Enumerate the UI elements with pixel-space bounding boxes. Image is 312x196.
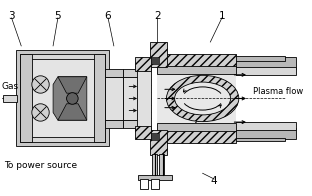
Bar — [153, 154, 157, 178]
Bar — [140, 179, 148, 189]
Bar — [149, 42, 167, 67]
Bar — [157, 66, 236, 131]
Polygon shape — [58, 77, 87, 93]
Circle shape — [32, 76, 49, 93]
Text: 5: 5 — [55, 11, 61, 21]
Bar — [157, 66, 236, 74]
Bar — [124, 120, 137, 128]
Text: Plasma flow: Plasma flow — [253, 87, 303, 96]
Bar — [227, 138, 285, 142]
Polygon shape — [307, 64, 312, 133]
Bar — [20, 54, 105, 142]
Polygon shape — [105, 77, 124, 120]
Bar — [135, 126, 150, 140]
Ellipse shape — [175, 82, 231, 115]
Polygon shape — [58, 104, 87, 120]
Bar — [20, 54, 32, 142]
Bar — [3, 95, 17, 102]
Bar — [124, 69, 137, 77]
Bar — [138, 175, 172, 180]
Bar — [152, 179, 159, 189]
Text: 6: 6 — [105, 11, 111, 21]
Bar — [94, 54, 105, 142]
Bar — [135, 57, 150, 71]
Bar — [159, 154, 164, 178]
Text: 3: 3 — [8, 11, 15, 21]
Bar — [227, 122, 296, 130]
Bar — [227, 67, 296, 75]
Text: $B_{\varphi}$: $B_{\varphi}$ — [175, 105, 187, 118]
Bar — [26, 59, 100, 137]
Bar — [17, 50, 109, 146]
Bar — [152, 133, 159, 141]
Bar — [124, 77, 137, 120]
Circle shape — [32, 104, 49, 121]
Polygon shape — [53, 77, 87, 120]
Text: −: − — [152, 180, 159, 189]
Bar — [135, 66, 150, 131]
Bar — [149, 130, 167, 155]
Text: $j_r$: $j_r$ — [194, 112, 202, 125]
Text: To power source: To power source — [4, 161, 77, 170]
Text: 4: 4 — [211, 176, 217, 186]
Polygon shape — [105, 69, 124, 77]
Text: +: + — [140, 180, 148, 189]
Bar — [227, 128, 296, 140]
Bar — [152, 56, 159, 64]
Bar — [157, 123, 236, 131]
Bar — [227, 55, 285, 61]
Text: Gas: Gas — [2, 82, 19, 91]
Polygon shape — [105, 120, 124, 128]
Circle shape — [66, 93, 78, 104]
Bar — [157, 54, 236, 67]
Bar — [227, 57, 296, 69]
Text: 1: 1 — [219, 11, 225, 21]
Bar — [157, 130, 236, 143]
Text: 2: 2 — [154, 11, 161, 21]
Ellipse shape — [166, 75, 239, 122]
